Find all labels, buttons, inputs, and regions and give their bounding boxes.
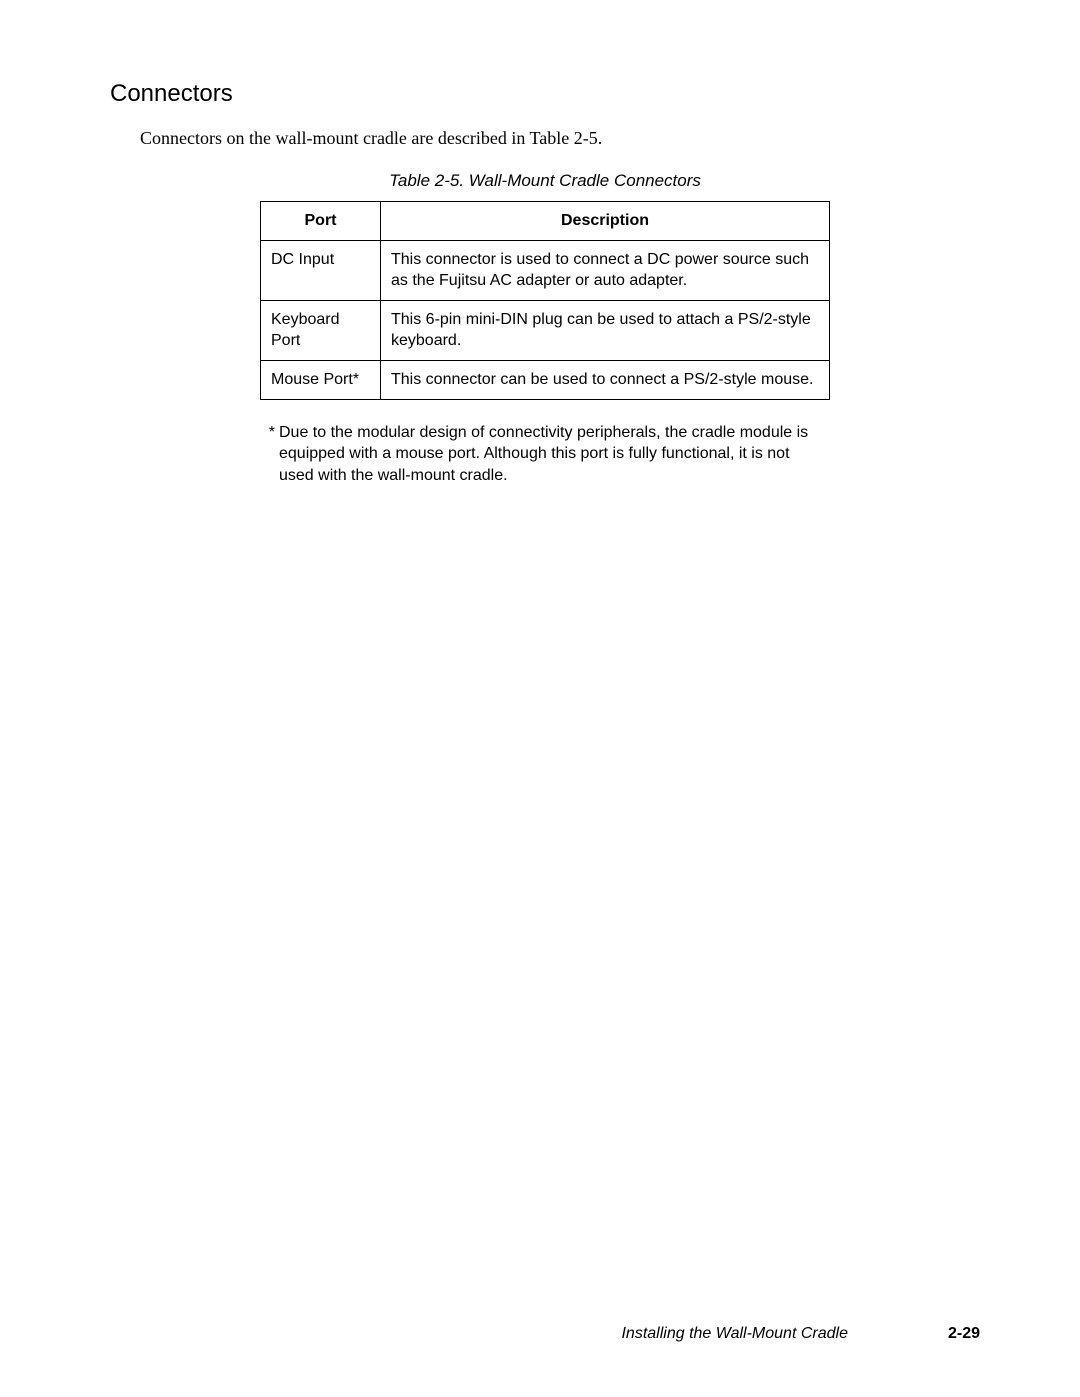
table-caption: Table 2-5. Wall-Mount Cradle Connectors bbox=[260, 171, 830, 191]
section-title: Connectors bbox=[110, 80, 980, 108]
document-page: Connectors Connectors on the wall-mount … bbox=[0, 0, 1080, 1397]
table-header-port: Port bbox=[261, 202, 381, 241]
table-cell-description: This 6-pin mini-DIN plug can be used to … bbox=[381, 300, 830, 360]
table-cell-description: This connector can be used to connect a … bbox=[381, 360, 830, 399]
page-footer: Installing the Wall-Mount Cradle 2-29 bbox=[110, 1325, 980, 1343]
table-cell-port: Mouse Port* bbox=[261, 360, 381, 399]
table-header-row: Port Description bbox=[261, 202, 830, 241]
footer-running-title: Installing the Wall-Mount Cradle bbox=[621, 1325, 847, 1343]
table-cell-description: This connector is used to connect a DC p… bbox=[381, 240, 830, 300]
table-cell-port: Keyboard Port bbox=[261, 300, 381, 360]
table-cell-port: DC Input bbox=[261, 240, 381, 300]
footnote: * Due to the modular design of connectiv… bbox=[265, 422, 825, 487]
footnote-text: Due to the modular design of connectivit… bbox=[279, 422, 825, 487]
table-row: DC Input This connector is used to conne… bbox=[261, 240, 830, 300]
footnote-marker: * bbox=[265, 422, 279, 487]
footer-page-number: 2-29 bbox=[948, 1325, 980, 1343]
table-header-description: Description bbox=[381, 202, 830, 241]
table-row: Mouse Port* This connector can be used t… bbox=[261, 360, 830, 399]
connectors-table: Port Description DC Input This connector… bbox=[260, 201, 830, 400]
table-row: Keyboard Port This 6-pin mini-DIN plug c… bbox=[261, 300, 830, 360]
intro-paragraph: Connectors on the wall-mount cradle are … bbox=[140, 128, 980, 149]
